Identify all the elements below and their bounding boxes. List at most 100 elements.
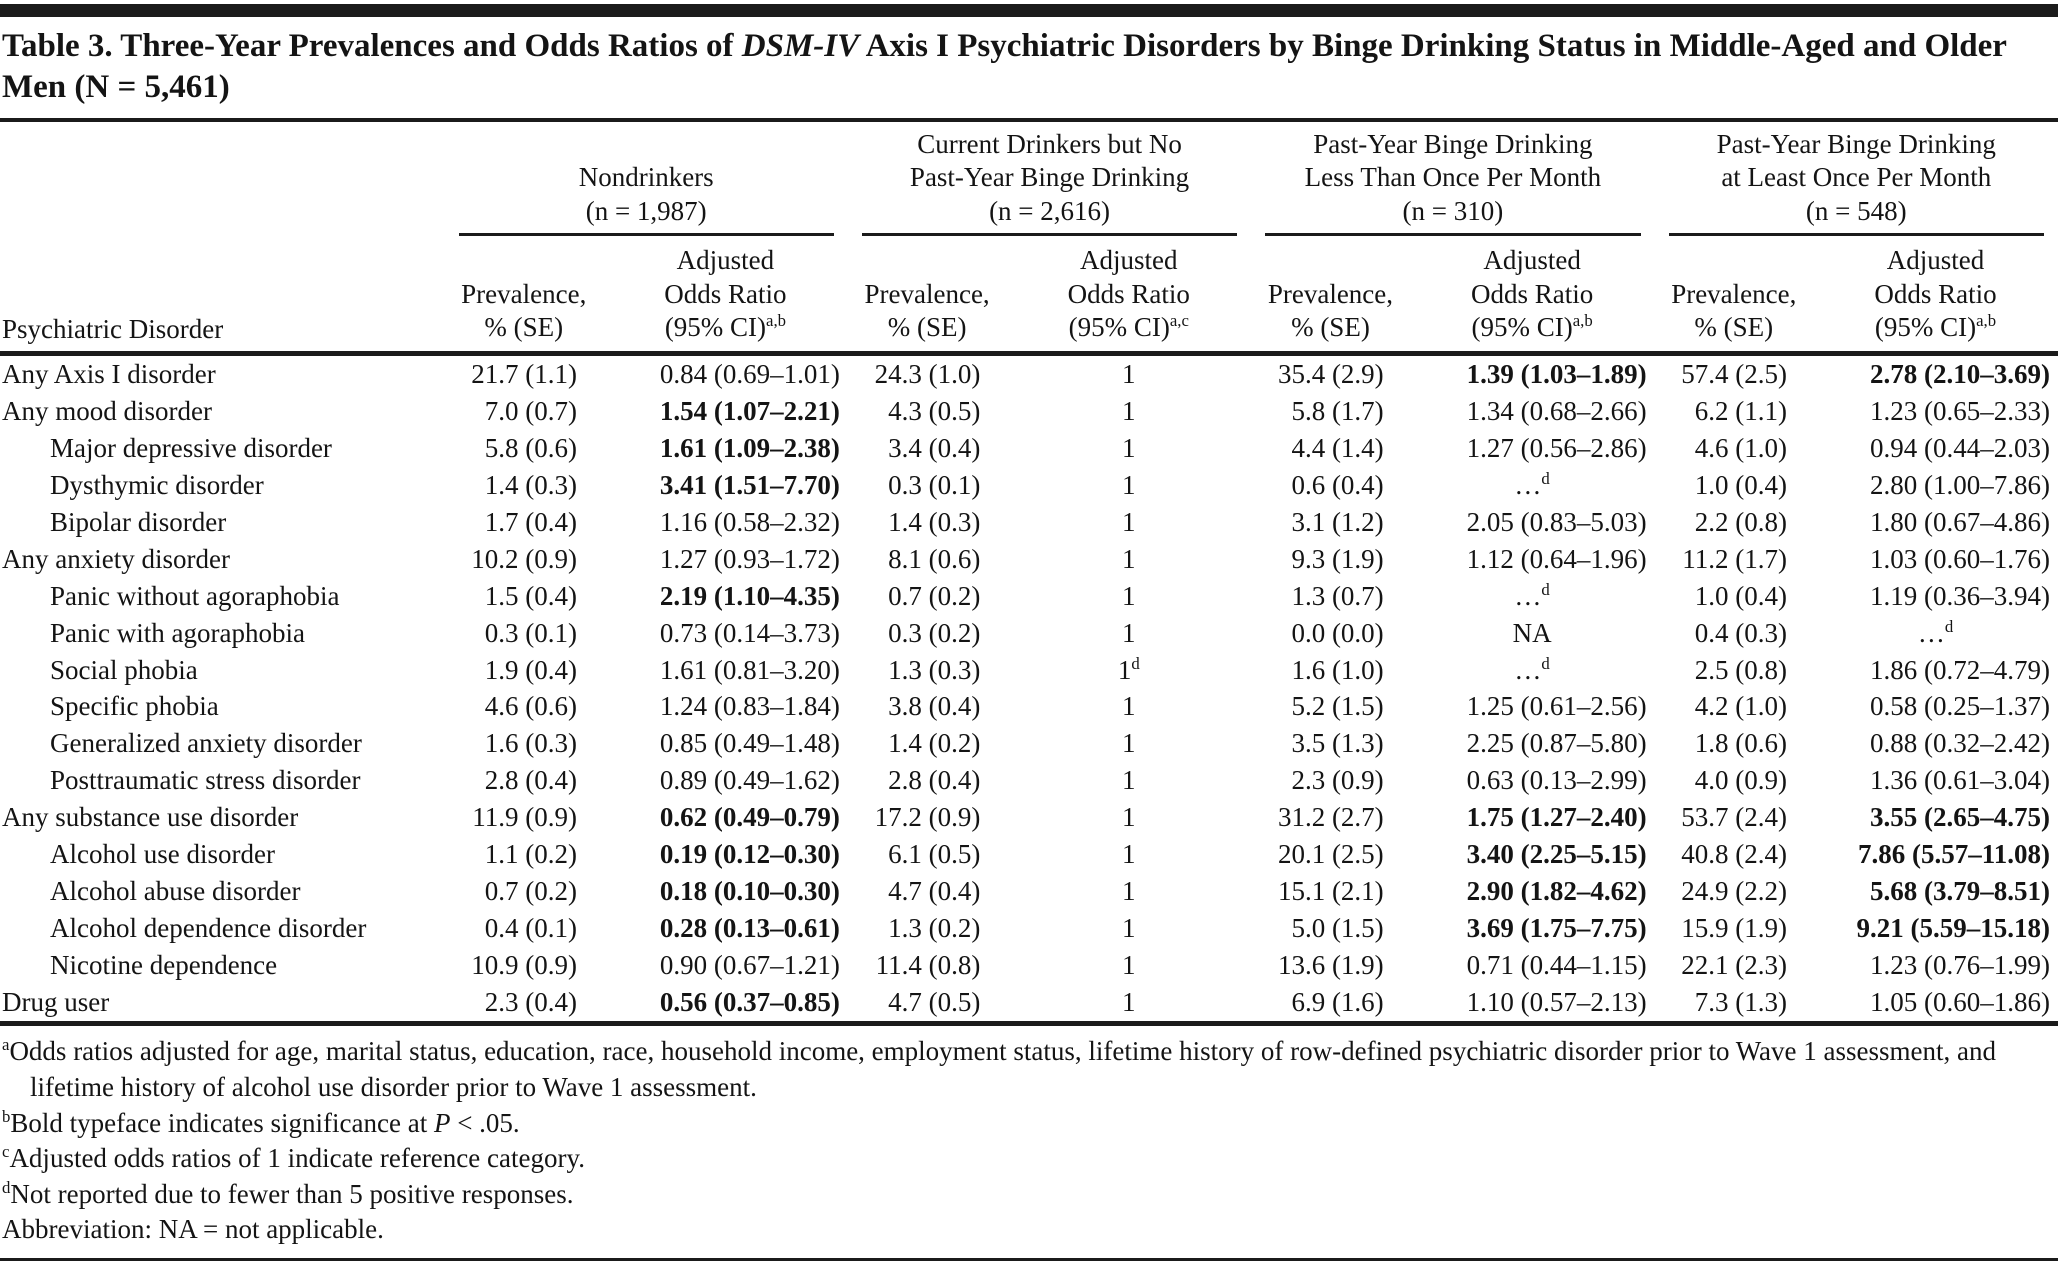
footnote-marker: a,b <box>1976 311 1997 331</box>
odds-ratio-cell: 1.03 (0.60–1.76) <box>1870 543 2050 574</box>
prevalence-cell: 0.4 (0.1) <box>484 913 577 944</box>
table-row: Panic without agoraphobia 1.5 (0.4) 2.19 (… <box>0 578 2058 615</box>
odds-ratio-cell: 2.90 (1.82–4.62) <box>1466 876 1647 907</box>
prevalence-cell: 1.0 (0.4) <box>1694 580 1788 611</box>
disorder-label: Alcohol use disorder <box>50 839 275 870</box>
table-row: Panic with agoraphobia 0.3 (0.1) 0.73 (0.1… <box>0 615 2058 652</box>
odds-ratio-cell: 1 <box>1122 839 1136 870</box>
prevalence-cell: 3.1 (1.2) <box>1291 506 1384 537</box>
disorder-label: Posttraumatic stress disorder <box>50 765 361 796</box>
prevalence-cell: 53.7 (2.4) <box>1681 802 1788 833</box>
odds-ratio-cell: 0.85 (0.49–1.48) <box>659 728 840 759</box>
odds-ratio-cell: 2.19 (1.10–4.35) <box>659 580 840 611</box>
disorder-label: Dysthymic disorder <box>50 469 264 500</box>
disorder-label: Bipolar disorder <box>50 506 227 537</box>
odds-ratio-cell: 2.78 (2.10–3.69) <box>1870 358 2050 389</box>
disorder-label: Panic with agoraphobia <box>50 617 305 648</box>
odds-ratio-cell: 1.80 (0.67–4.86) <box>1870 506 2050 537</box>
prevalence-cell: 2.8 (0.4) <box>484 765 577 796</box>
odds-ratio-cell: 0.28 (0.13–0.61) <box>659 913 840 944</box>
header-line: Prevalence, <box>864 278 990 309</box>
odds-ratio-cell: 1.34 (0.68–2.66) <box>1466 395 1647 426</box>
table-row: Any anxiety disorder 10.2 (0.9) 1.27 (0.93… <box>0 541 2058 578</box>
prevalence-cell: 4.4 (1.4) <box>1291 432 1384 463</box>
table-row: Posttraumatic stress disorder 2.8 (0.4) 0.… <box>0 762 2058 799</box>
odds-ratio-cell: 1.19 (0.36–3.94) <box>1870 580 2050 611</box>
table-row: Any substance use disorder 11.9 (0.9) 0.62… <box>0 799 2058 836</box>
prevalence-cell: 1.8 (0.6) <box>1694 728 1788 759</box>
prevalence-cell: 1.3 (0.3) <box>888 654 981 685</box>
prevalence-cell: 0.6 (0.4) <box>1291 469 1384 500</box>
prevalence-cell: 1.7 (0.4) <box>484 506 577 537</box>
odds-ratio-cell: 0.94 (0.44–2.03) <box>1870 432 2050 463</box>
column-header-prevalence: Prevalence,% (SE) <box>1251 236 1410 356</box>
footnote-marker: b <box>2 1106 11 1126</box>
odds-ratio-cell: 0.71 (0.44–1.15) <box>1466 950 1647 981</box>
odds-ratio-cell: 1 <box>1122 432 1136 463</box>
prevalence-cell: 5.8 (0.6) <box>484 432 577 463</box>
odds-ratio-cell: 0.58 (0.25–1.37) <box>1870 691 2050 722</box>
footnote-marker: d <box>1944 616 1954 636</box>
prevalence-cell: 1.3 (0.2) <box>888 913 981 944</box>
header-line: at Least Once Per Month <box>1721 162 1992 193</box>
odds-ratio-cell: 9.21 (5.59–15.18) <box>1856 913 2050 944</box>
odds-ratio-cell: 0.88 (0.32–2.42) <box>1870 728 2050 759</box>
prevalence-cell: 9.3 (1.9) <box>1291 543 1384 574</box>
table-row: Social phobia 1.9 (0.4) 1.61 (0.81–3.20) 1.… <box>0 652 2058 689</box>
prevalence-cell: 35.4 (2.9) <box>1277 358 1384 389</box>
header-line: Current Drinkers but No <box>917 128 1182 159</box>
column-header-prevalence: Prevalence,% (SE) <box>847 236 1007 356</box>
odds-ratio-cell: 1.23 (0.76–1.99) <box>1870 950 2050 981</box>
prevalence-cell: 40.8 (2.4) <box>1681 839 1788 870</box>
footnote: cAdjusted odds ratios of 1 indicate refe… <box>2 1142 585 1174</box>
prevalence-cell: 4.6 (0.6) <box>484 691 577 722</box>
prevalence-cell: 20.1 (2.5) <box>1277 839 1384 870</box>
column-header-odds-ratio: Adjusted Odds Ratio (95% CI)a,b <box>1409 236 1655 356</box>
odds-ratio-cell: 0.56 (0.37–0.85) <box>602 984 848 1027</box>
odds-ratio-cell: 1.36 (0.61–3.04) <box>1870 765 2050 796</box>
header-line: Past-Year Binge Drinking <box>1313 128 1593 159</box>
prevalence-cell: 1.3 (0.7) <box>1291 580 1384 611</box>
prevalence-cell: 1.5 (0.4) <box>484 580 577 611</box>
header-line: (n = 2,616) <box>989 195 1111 226</box>
footnote-marker: d <box>1541 653 1550 673</box>
odds-ratio-cell: 1.16 (0.58–2.32) <box>659 506 840 537</box>
header-line: % (SE) <box>887 312 967 343</box>
odds-ratio-cell: 1 <box>1122 358 1136 389</box>
header-line: (95% CI)a,c <box>1068 311 1189 343</box>
prevalence-cell: 3.5 (1.3) <box>1291 728 1384 759</box>
odds-ratio-cell: NA <box>1512 617 1552 648</box>
header-line: (n = 1,987) <box>585 195 707 226</box>
header-line: (95% CI)a,b <box>1874 311 1997 343</box>
table-row: Alcohol dependence disorder 0.4 (0.1) 0.28… <box>0 910 2058 947</box>
odds-ratio-cell: 1.75 (1.27–2.40) <box>1466 802 1647 833</box>
group-header-1: Nondrinkers (n = 1,987) <box>445 122 848 237</box>
odds-ratio-cell: 3.41 (1.51–7.70) <box>659 469 840 500</box>
footnote-marker: a,c <box>1169 311 1189 331</box>
header-line: % (SE) <box>1291 312 1370 343</box>
odds-ratio-cell: 0.90 (0.67–1.21) <box>659 950 840 981</box>
table-row: Alcohol abuse disorder 0.7 (0.2) 0.18 (0.1… <box>0 873 2058 910</box>
odds-ratio-cell: 1 <box>1122 617 1136 648</box>
odds-ratio-cell: 3.69 (1.75–7.75) <box>1466 913 1647 944</box>
table-row: Specific phobia 4.6 (0.6) 1.24 (0.83–1.84)… <box>0 688 2058 725</box>
footnote-marker: c <box>2 1142 10 1162</box>
prevalence-cell: 4.7 (0.5) <box>847 984 1007 1027</box>
footnote: bBold typeface indicates significance at… <box>2 1106 520 1138</box>
table-row: Drug user 2.3 (0.4) 0.56 (0.37–0.85) 4.7 (0… <box>0 984 2058 1027</box>
prevalence-cell: 4.2 (1.0) <box>1694 691 1788 722</box>
prevalence-cell: 3.8 (0.4) <box>888 691 981 722</box>
odds-ratio-cell: 3.55 (2.65–4.75) <box>1870 802 2050 833</box>
prevalence-cell: 6.2 (1.1) <box>1694 395 1788 426</box>
prevalence-cell: 57.4 (2.5) <box>1681 358 1788 389</box>
prevalence-cell: 2.3 (0.4) <box>444 984 603 1027</box>
odds-ratio-cell: 1 <box>1122 728 1136 759</box>
header-line: Adjusted <box>1886 245 1985 276</box>
prevalence-cell: 5.0 (1.5) <box>1291 913 1384 944</box>
odds-ratio-cell: 1 <box>1122 580 1136 611</box>
prevalence-cell: 1.4 (0.3) <box>484 469 577 500</box>
prevalence-cell: 4.6 (1.0) <box>1694 432 1788 463</box>
odds-ratio-cell: …d <box>1514 468 1550 500</box>
prevalence-cell: 0.0 (0.0) <box>1291 617 1384 648</box>
footnote: aOdds ratios adjusted for age, marital s… <box>2 1035 1996 1102</box>
